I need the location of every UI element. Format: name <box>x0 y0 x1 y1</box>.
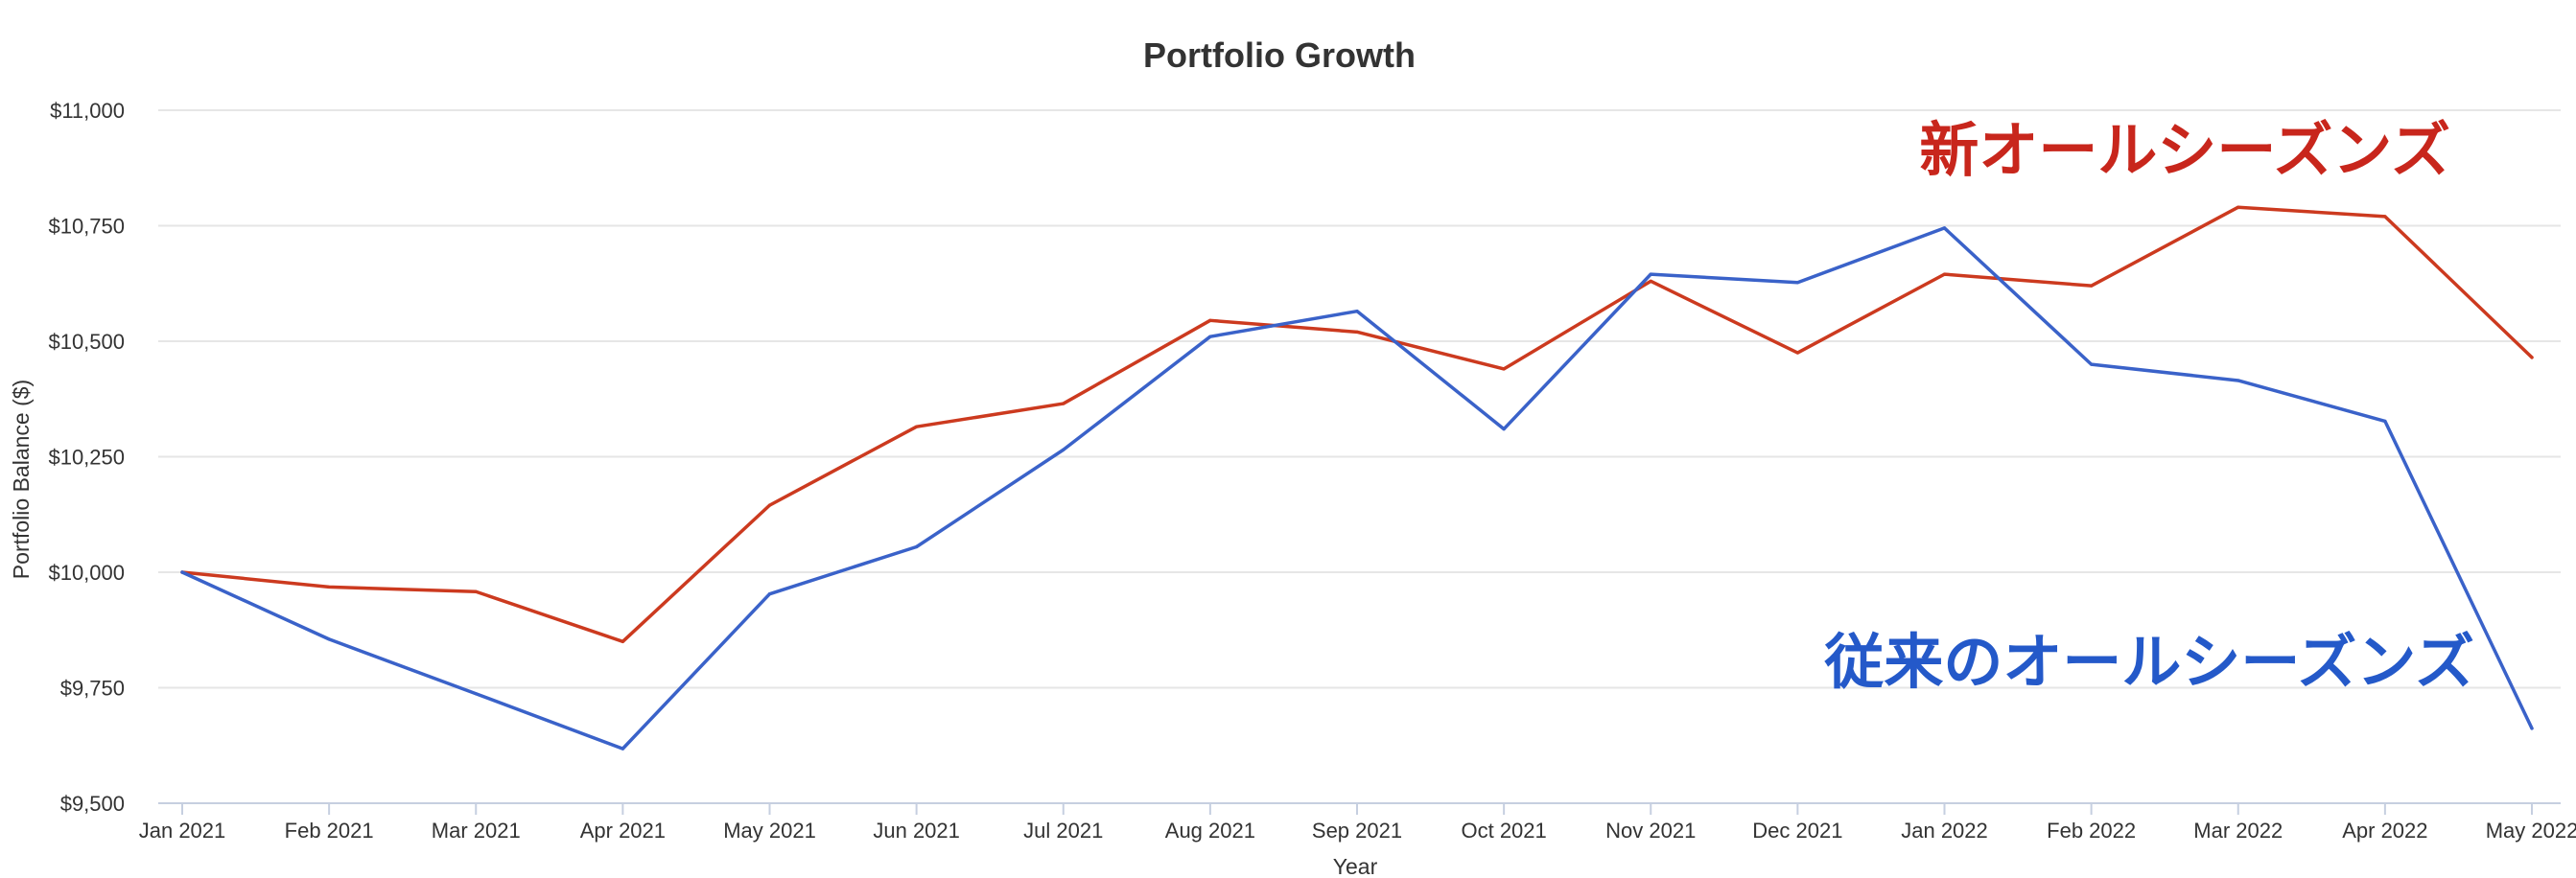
series-0-point <box>767 503 772 507</box>
x-tick-label: Feb 2022 <box>2047 819 2136 843</box>
series-0-point <box>1208 318 1212 322</box>
chart-title: Portfolio Growth <box>1143 35 1416 75</box>
y-tick-label: $9,500 <box>60 792 125 816</box>
y-axis-ticks: $9,500 $9,750 $10,000 $10,250 $10,500 $10,750… <box>48 99 125 816</box>
series-1-point <box>1942 226 1947 230</box>
y-tick-label: $11,000 <box>50 99 125 123</box>
series-1-point <box>1795 281 1799 285</box>
series-1-point <box>915 544 919 549</box>
series-1-point <box>2090 362 2094 366</box>
x-tick-label: Oct 2021 <box>1461 819 1546 843</box>
series-0-point <box>621 639 624 643</box>
x-tick-label: Jul 2021 <box>1023 819 1103 843</box>
y-tick-label: $10,000 <box>48 561 125 585</box>
series-1-point <box>1355 310 1359 313</box>
series-0-point <box>2236 205 2240 209</box>
grid-lines <box>158 109 2561 689</box>
series-1-point <box>327 637 331 641</box>
series-0-point <box>1942 272 1947 276</box>
y-tick-label: $9,750 <box>60 677 125 701</box>
series-1-point <box>767 592 772 596</box>
x-tick-label: Feb 2021 <box>285 819 374 843</box>
x-tick-label: Dec 2021 <box>1752 819 1842 843</box>
y-tick-label: $10,250 <box>48 446 125 470</box>
x-tick-label: Mar 2021 <box>432 819 521 843</box>
series-1-point <box>2236 379 2240 382</box>
x-tick-label: Apr 2022 <box>2342 819 2427 843</box>
series-1-point <box>474 692 478 696</box>
series-0-point <box>1649 279 1652 283</box>
x-tick-label: Aug 2021 <box>1165 819 1255 843</box>
x-tick-label: May 2022 <box>2486 819 2576 843</box>
y-tick-label: $10,750 <box>48 215 125 239</box>
series-line-0 <box>180 205 2534 644</box>
new-all-seasons-annotation: 新オールシーズンズ <box>1919 115 2450 185</box>
series-0-point <box>2383 215 2387 219</box>
series-1-point <box>180 570 184 574</box>
x-axis: Jan 2021 Feb 2021 Mar 2021 Apr 2021 May 2021… <box>139 802 2576 843</box>
series-0-point <box>1062 402 1066 405</box>
series-0-point <box>915 425 919 428</box>
series-1-point <box>1649 272 1652 276</box>
x-tick-label: Jan 2021 <box>139 819 226 843</box>
x-tick-label: Apr 2021 <box>580 819 666 843</box>
series-1-point <box>621 747 624 751</box>
series-0-point <box>474 589 478 593</box>
series-1-point <box>1062 448 1066 451</box>
x-tick-label: Jun 2021 <box>873 819 960 843</box>
x-tick-label: Jan 2022 <box>1901 819 1988 843</box>
x-tick-label: May 2021 <box>723 819 816 843</box>
series-0-point <box>1502 367 1506 371</box>
series-0-point <box>327 585 331 589</box>
series-1-point <box>1208 335 1212 338</box>
series-0-point <box>1795 351 1799 355</box>
x-tick-label: Nov 2021 <box>1605 819 1696 843</box>
y-tick-label: $10,500 <box>48 330 125 354</box>
series-0-point <box>2090 284 2094 288</box>
x-tick-label: Sep 2021 <box>1312 819 1402 843</box>
series-0-point <box>2530 356 2534 359</box>
y-axis-label: Portfolio Balance ($) <box>9 380 34 579</box>
series-1-point <box>2383 419 2387 423</box>
series-0-point <box>1355 330 1359 334</box>
series-1-point <box>1502 427 1506 431</box>
series-lines <box>180 205 2534 751</box>
x-tick-label: Mar 2022 <box>2193 819 2283 843</box>
traditional-all-seasons-annotation: 従来のオールシーズンズ <box>1823 627 2474 697</box>
x-axis-label: Year <box>1333 854 1378 878</box>
series-1-point <box>2530 727 2534 730</box>
